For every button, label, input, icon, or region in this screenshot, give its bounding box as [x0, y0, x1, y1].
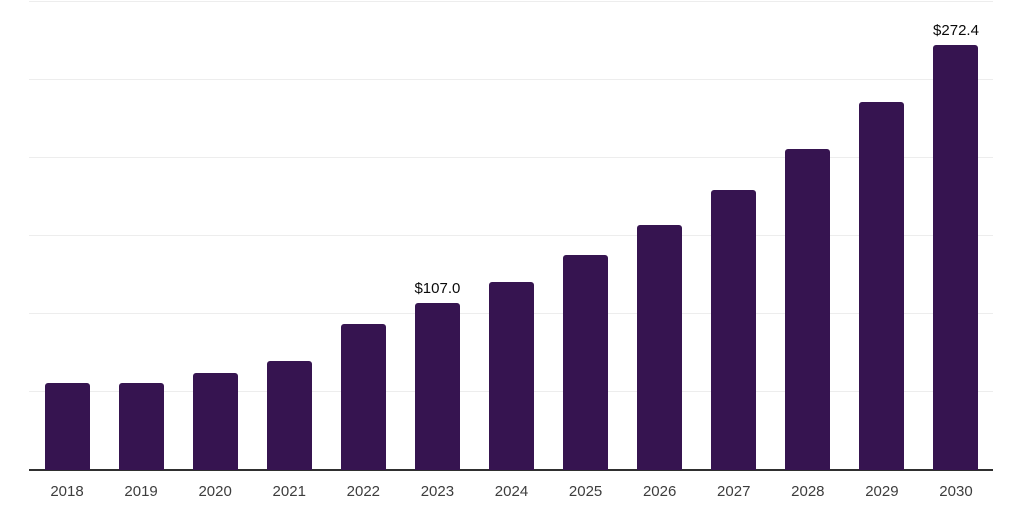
- x-tick-2028: 2028: [791, 483, 825, 500]
- gridline-250: [29, 79, 993, 80]
- value-label-2023: $107.0: [414, 280, 461, 298]
- bar-2022: [340, 323, 386, 470]
- bar-2028: [785, 149, 831, 470]
- x-tick-2021: 2021: [272, 483, 306, 500]
- x-tick-2018: 2018: [50, 483, 84, 500]
- bar-2023: [414, 303, 460, 470]
- bar-2020: [192, 373, 238, 470]
- x-tick-2019: 2019: [124, 483, 158, 500]
- plot-area: $107.0 $272.4: [29, 1, 993, 471]
- x-axis-line: [29, 469, 993, 471]
- gridline-300: [29, 1, 993, 2]
- x-tick-2024: 2024: [494, 483, 529, 500]
- x-tick-2023: 2023: [420, 483, 455, 500]
- bar-2026: [637, 224, 683, 470]
- x-tick-2025: 2025: [568, 483, 603, 500]
- bar-2019: [118, 383, 164, 470]
- x-tick-2022: 2022: [346, 483, 381, 500]
- x-tick-2026: 2026: [642, 483, 677, 500]
- bar-2027: [711, 190, 757, 470]
- x-tick-2029: 2029: [865, 483, 899, 500]
- gridline-150: [29, 235, 993, 236]
- bar-2025: [563, 254, 609, 470]
- value-label-2030: $272.4: [933, 22, 979, 40]
- bar-2021: [266, 361, 312, 470]
- bar-2018: [44, 382, 90, 470]
- x-tick-2020: 2020: [198, 483, 232, 500]
- x-tick-2030: 2030: [939, 483, 973, 500]
- bar-2024: [488, 281, 534, 470]
- x-tick-2027: 2027: [717, 483, 751, 500]
- bar-2029: [859, 101, 905, 470]
- bar-2030: [933, 45, 979, 470]
- gridline-200: [29, 157, 993, 158]
